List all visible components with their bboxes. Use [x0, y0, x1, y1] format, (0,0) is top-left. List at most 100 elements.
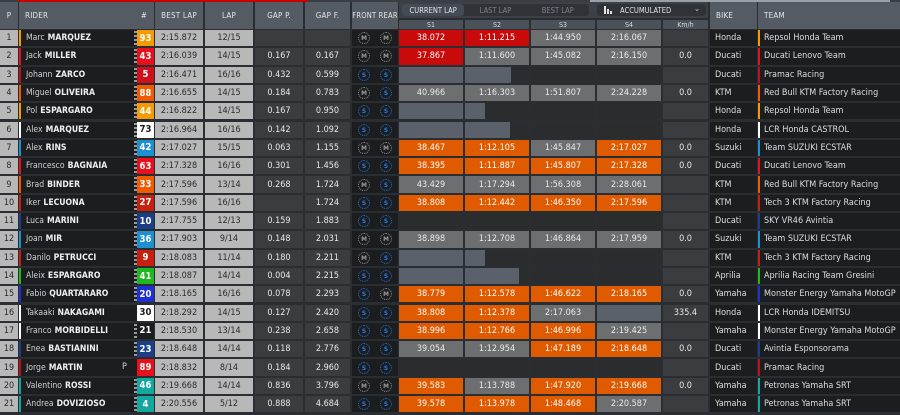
- rider-name[interactable]: Jack MILLER: [19, 48, 134, 65]
- header-speed[interactable]: Km/h: [663, 20, 708, 29]
- rider-name[interactable]: Fabio QUARTARARO: [19, 286, 134, 303]
- table-row[interactable]: 5 Pol ESPARGARO 44 2:16.822 14/15 0.167 0…: [0, 103, 900, 120]
- rider-name[interactable]: Francesco BAGNAIA: [19, 158, 134, 175]
- rear-tyre-icon: S: [380, 398, 392, 411]
- table-row[interactable]: 18 Enea BASTIANINI 23 2:18.648 14/14 0.11…: [0, 341, 900, 358]
- rider-name[interactable]: Johann ZARCO: [19, 66, 134, 83]
- rider-name[interactable]: Pol ESPARGARO: [19, 103, 134, 120]
- team-color-stripe: [758, 103, 760, 120]
- rider-name[interactable]: Luca MARINI: [19, 213, 134, 230]
- table-row[interactable]: 14 Aleix ESPARGARO 41 2:18.087 14/14 0.00…: [0, 267, 900, 285]
- lap-option-best-lap[interactable]: BEST LAP: [541, 5, 574, 15]
- checkered-flag-icon: [134, 104, 137, 119]
- header-rider[interactable]: RIDER: [19, 2, 134, 29]
- rider-name[interactable]: Miguel OLIVEIRA: [19, 84, 134, 102]
- rider-name[interactable]: Marc MARQUEZ: [19, 30, 134, 47]
- table-row[interactable]: 21 Andrea DOVIZIOSO 4 2:20.556 5/12 0.888…: [0, 396, 900, 413]
- rider-name[interactable]: Franco MORBIDELLI: [19, 322, 134, 340]
- table-row[interactable]: 17 Franco MORBIDELLI 21 2:18.530 13/14 0.…: [0, 322, 900, 340]
- header-s2[interactable]: S2: [465, 20, 529, 29]
- header-number[interactable]: #: [134, 2, 154, 29]
- checkered-flag-icon: [134, 195, 137, 210]
- sector-s1: [399, 121, 463, 138]
- table-row[interactable]: 6 Alex MARQUEZ 73 2:16.964 16/16 0.142 1.…: [0, 121, 900, 139]
- sector-s4: 2:16.150: [597, 48, 661, 65]
- position: 5: [0, 103, 18, 120]
- table-row[interactable]: 3 Johann ZARCO 5 2:16.471 16/16 0.432 0.5…: [0, 66, 900, 84]
- checkered-flag-icon: [134, 323, 137, 338]
- rider-name[interactable]: Alex RINS: [19, 139, 134, 157]
- table-row[interactable]: 12 Joan MIR 36 2:17.903 9/14 0.148 2.031 …: [0, 231, 900, 248]
- sector-time: 1:12.954: [478, 344, 516, 355]
- header-s3[interactable]: S3: [531, 20, 595, 29]
- table-row[interactable]: 11 Luca MARINI 10 2:17.755 12/13 0.159 1.…: [0, 213, 900, 230]
- sector-time: 1:13.788: [478, 380, 516, 391]
- table-row[interactable]: 7 Alex RINS 42 2:17.027 15/15 0.063 1.155…: [0, 139, 900, 157]
- header-s1[interactable]: S1: [399, 20, 463, 29]
- table-row[interactable]: 16 Takaaki NAKAGAMI 30 2:18.292 14/15 0.1…: [0, 304, 900, 322]
- lap-count: 9/14: [205, 231, 253, 248]
- rider-name[interactable]: Enea BASTIANINI: [19, 341, 134, 358]
- header-s4[interactable]: S4: [597, 20, 661, 29]
- checkered-flag-icon: [134, 342, 137, 357]
- rider-first-name: Fabio: [26, 289, 47, 300]
- rider-number-cell: 43: [134, 48, 154, 65]
- sector-time: 1:46.996: [544, 325, 582, 336]
- rider-first-name: Alex: [26, 124, 43, 135]
- table-row[interactable]: 8 Francesco BAGNAIA 63 2:17.328 16/16 0.3…: [0, 158, 900, 175]
- sector-s3: 1:45.082: [531, 48, 595, 65]
- rider-name[interactable]: Danilo PETRUCCI: [19, 249, 134, 266]
- speed: [663, 176, 708, 193]
- header-bike[interactable]: BIKE: [710, 2, 757, 29]
- speed: [663, 30, 708, 47]
- rider-name[interactable]: Takaaki NAKAGAMI: [19, 304, 134, 321]
- table-row[interactable]: 2 Jack MILLER 43 2:16.039 14/15 0.167 0.1…: [0, 48, 900, 65]
- bike: Ducati: [710, 213, 757, 230]
- rider-name[interactable]: Joan MIR: [19, 231, 134, 248]
- header-position[interactable]: P: [0, 2, 18, 29]
- header-lap[interactable]: LAP: [205, 2, 253, 29]
- rear-tyre-icon: M: [380, 379, 392, 392]
- rider-name[interactable]: Alex MARQUEZ: [19, 121, 134, 138]
- rider-name[interactable]: Iker LECUONA: [19, 194, 134, 211]
- table-row[interactable]: 15 Fabio QUARTARARO 20 2:18.165 16/16 0.0…: [0, 286, 900, 303]
- header-gap-first[interactable]: GAP F.: [305, 2, 350, 29]
- accumulated-dropdown[interactable]: ACCUMULATED ⌄: [597, 4, 706, 16]
- sector-time: 1:11.887: [478, 161, 516, 172]
- position: 18: [0, 341, 18, 358]
- front-tyre-icon: S: [358, 306, 370, 319]
- gap-previous: 0.268: [255, 176, 303, 193]
- sector-time: 2:16.067: [610, 33, 648, 44]
- lap-count: 14/14: [205, 267, 253, 285]
- rider-first-name: Jorge: [26, 362, 46, 373]
- table-row[interactable]: 4 Miguel OLIVEIRA 88 2:16.655 14/15 0.184…: [0, 84, 900, 102]
- table-row[interactable]: 9 Brad BINDER 33 2:17.596 13/14 0.268 1.7…: [0, 176, 900, 193]
- rider-name[interactable]: Brad BINDER: [19, 176, 134, 193]
- pit-indicator: P: [122, 362, 127, 373]
- rider-name[interactable]: Aleix ESPARGARO: [19, 267, 134, 285]
- top-accent-red: [18, 0, 308, 2]
- rider-name[interactable]: Jorge MARTIN: [19, 359, 134, 376]
- table-row[interactable]: 10 Iker LECUONA 27 2:17.596 16/16 1.724 S…: [0, 194, 900, 212]
- rider-number-badge: 42: [137, 139, 154, 157]
- table-row[interactable]: 20 Valentino ROSSI 46 2:19.668 14/14 0.83…: [0, 377, 900, 395]
- header-team[interactable]: TEAM: [758, 2, 900, 29]
- header-best-lap[interactable]: BEST LAP: [155, 2, 203, 29]
- rider-number-cell: 27: [134, 194, 154, 211]
- lap-option-last-lap[interactable]: LAST LAP: [479, 5, 512, 15]
- table-row[interactable]: 1 Marc MARQUEZ 93 2:15.872 12/15 M M 38.0…: [0, 30, 900, 47]
- header-front-rear[interactable]: FRONT REAR: [352, 2, 398, 29]
- gap-first: 1.724: [305, 194, 350, 211]
- tyres: S S: [352, 103, 398, 120]
- sector-time: 2:28.061: [610, 179, 648, 190]
- lap-count: 14/14: [205, 377, 253, 394]
- table-row[interactable]: 13 Danilo PETRUCCI 9 2:18.083 11/14 0.180…: [0, 249, 900, 267]
- header-gap-previous[interactable]: GAP P.: [255, 2, 303, 29]
- lap-count: 16/16: [205, 158, 253, 175]
- table-row[interactable]: 19 Jorge MARTIN P 89 2:18.832 8/14 0.184 …: [0, 359, 900, 376]
- rider-name[interactable]: Andrea DOVIZIOSO: [19, 396, 134, 413]
- rider-number-badge: 33: [137, 176, 154, 193]
- rider-name[interactable]: Valentino ROSSI: [19, 377, 134, 394]
- lap-option-current-lap[interactable]: CURRENT LAP: [402, 4, 465, 16]
- sector-time: 1:12.578: [478, 289, 516, 300]
